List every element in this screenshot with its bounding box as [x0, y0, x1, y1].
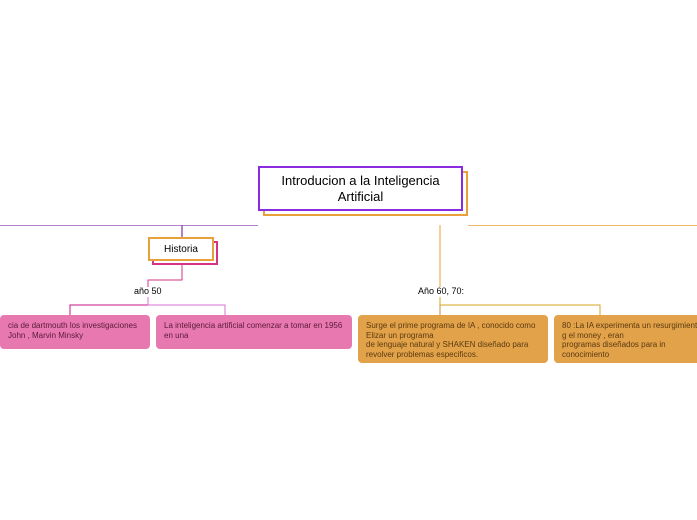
historia-node: Historia	[148, 237, 218, 265]
historia-title: Historia	[148, 237, 214, 261]
leaf-6070-2: 80 :La IA experimenta un resurgimiento g…	[554, 315, 697, 363]
leaf-50-2: La inteligencia artificial comenzar a to…	[156, 315, 352, 349]
label-year-50: año 50	[134, 286, 162, 296]
leaf-6070-1: Surge el prime programa de IA , conocido…	[358, 315, 548, 363]
root-node: Introducion a la Inteligencia Artificial	[258, 166, 468, 216]
leaf-50-1: cia de dartmouth los investigaciones Joh…	[0, 315, 150, 349]
root-title: Introducion a la Inteligencia Artificial	[258, 166, 463, 211]
branch-lines-6070	[0, 225, 697, 325]
label-year-6070: Año 60, 70:	[418, 286, 464, 296]
